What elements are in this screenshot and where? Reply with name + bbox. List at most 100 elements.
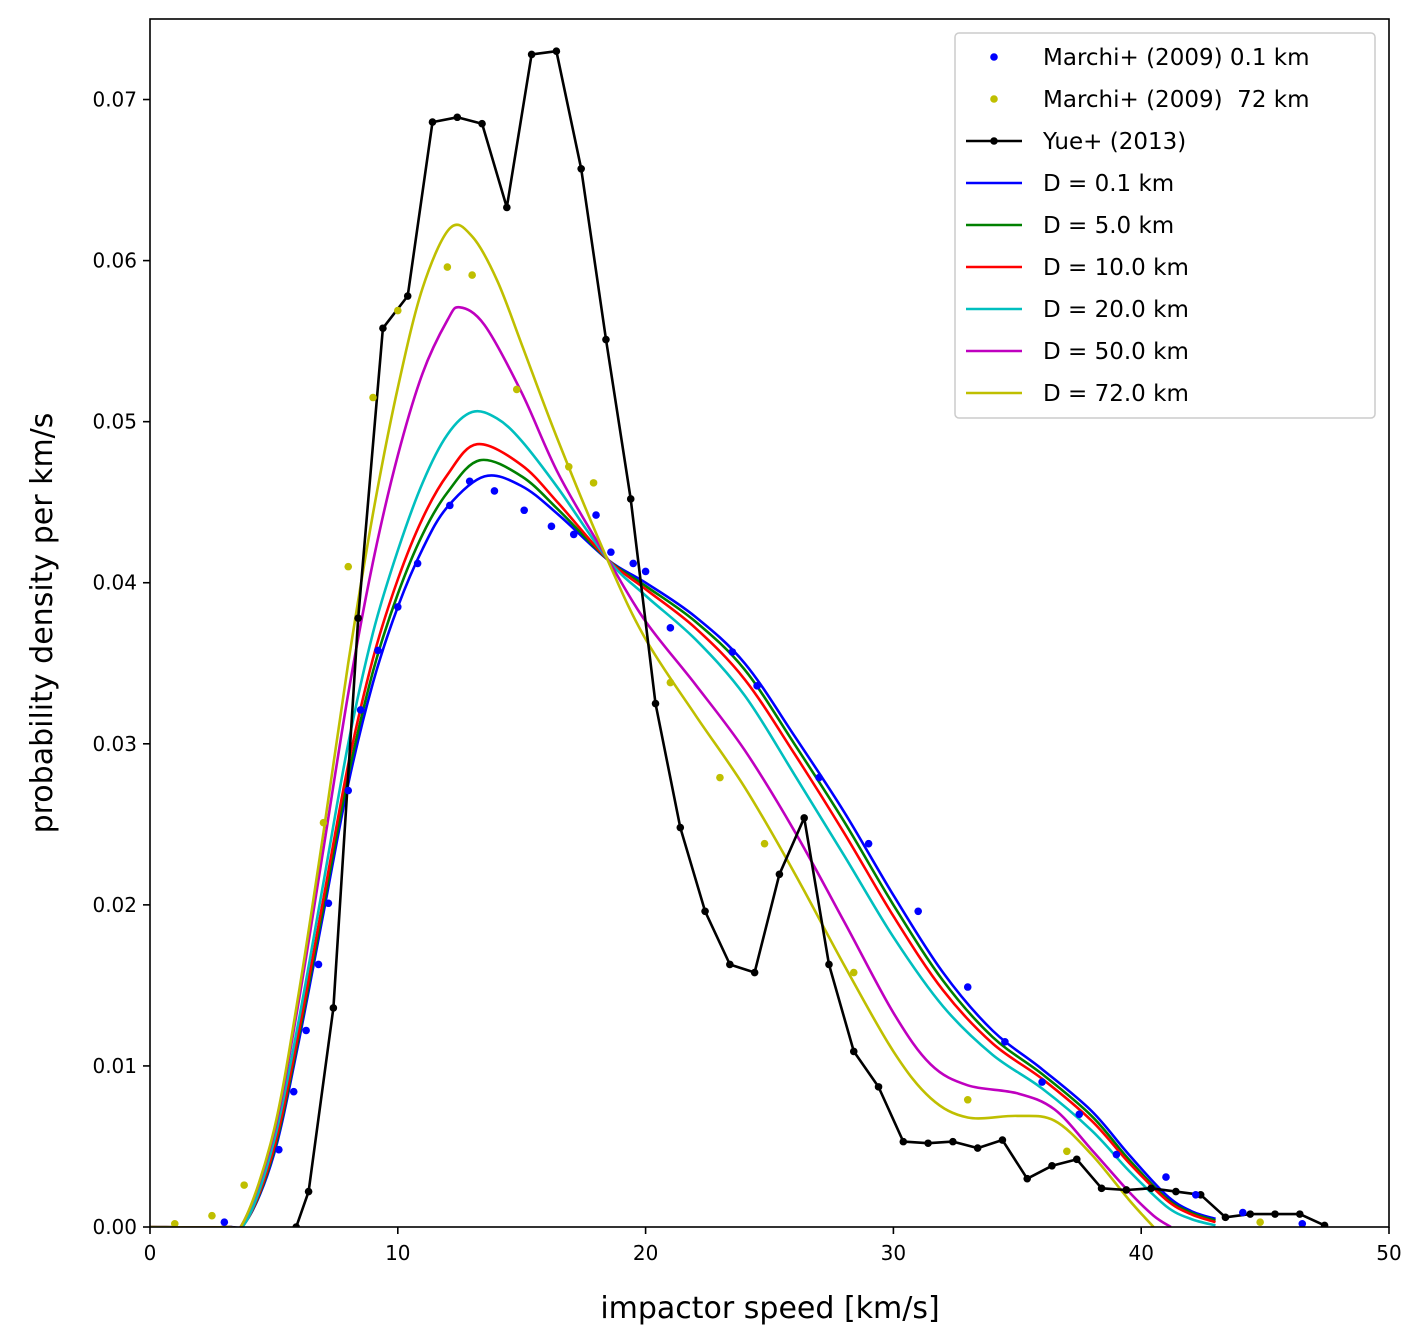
data-point bbox=[716, 773, 724, 782]
y-tick-label: 0.05 bbox=[92, 410, 137, 434]
data-point bbox=[760, 839, 769, 848]
y-tick-label: 0.04 bbox=[92, 571, 137, 595]
data-point bbox=[302, 1026, 310, 1035]
data-point bbox=[1246, 1210, 1255, 1218]
data-point bbox=[726, 960, 734, 969]
data-point bbox=[666, 678, 675, 687]
x-tick-label: 40 bbox=[1128, 1241, 1153, 1265]
data-point bbox=[1256, 1218, 1264, 1226]
data-point bbox=[1172, 1187, 1180, 1196]
legend-label: D = 20.0 km bbox=[1043, 297, 1189, 323]
data-point bbox=[1023, 1174, 1032, 1183]
x-tick-label: 50 bbox=[1376, 1241, 1401, 1265]
data-point bbox=[503, 203, 511, 212]
data-point bbox=[728, 648, 737, 656]
data-point bbox=[1320, 1221, 1329, 1227]
data-point bbox=[800, 814, 808, 822]
data-point bbox=[527, 50, 536, 59]
y-axis-label: probability density per km/s bbox=[25, 413, 60, 834]
data-point bbox=[629, 559, 638, 568]
data-point bbox=[374, 646, 382, 655]
data-point bbox=[403, 292, 412, 300]
data-point bbox=[666, 624, 675, 632]
data-point bbox=[1001, 1037, 1009, 1046]
data-point bbox=[552, 47, 561, 56]
legend-entry: D = 72.0 km bbox=[966, 381, 1189, 407]
series-d-50-0-km bbox=[150, 305, 1172, 1227]
legend-entry: D = 5.0 km bbox=[966, 213, 1174, 239]
data-point bbox=[465, 477, 474, 486]
data-point bbox=[292, 1223, 301, 1227]
data-point bbox=[864, 839, 873, 848]
legend-entry: D = 10.0 km bbox=[966, 255, 1189, 281]
data-point bbox=[1271, 1210, 1279, 1218]
x-axis-label: impactor speed [km/s] bbox=[600, 1291, 939, 1326]
legend-marker bbox=[990, 137, 998, 145]
x-tick-label: 0 bbox=[144, 1241, 157, 1265]
data-point bbox=[1147, 1184, 1155, 1193]
legend-entry: Marchi+ (2009) 0.1 km bbox=[990, 45, 1310, 71]
data-point bbox=[344, 786, 353, 795]
legend-entry: D = 0.1 km bbox=[966, 171, 1174, 197]
data-point bbox=[815, 773, 823, 782]
legend-entry: Marchi+ (2009) 72 km bbox=[990, 87, 1310, 113]
data-point bbox=[775, 870, 784, 879]
data-point bbox=[1072, 1155, 1081, 1164]
data-point bbox=[589, 479, 598, 487]
data-point bbox=[520, 506, 528, 515]
x-tick-label: 10 bbox=[385, 1241, 410, 1265]
data-point bbox=[1075, 1110, 1084, 1119]
legend-box bbox=[954, 32, 1376, 419]
legend-entry: D = 20.0 km bbox=[966, 297, 1189, 323]
y-tick-label: 0.07 bbox=[92, 88, 137, 112]
data-point bbox=[379, 324, 387, 333]
data-point bbox=[849, 968, 858, 977]
data-point bbox=[753, 682, 761, 690]
data-point bbox=[1063, 1147, 1071, 1156]
data-point bbox=[1097, 1184, 1106, 1193]
series-line bbox=[150, 223, 1155, 1227]
data-point bbox=[453, 113, 462, 122]
data-point bbox=[468, 271, 476, 279]
data-point bbox=[849, 1047, 858, 1056]
data-point bbox=[1295, 1210, 1304, 1218]
data-point bbox=[490, 487, 499, 495]
x-axis: 0 10 20 30 40 50 bbox=[144, 1227, 1402, 1265]
y-tick-label: 0.03 bbox=[92, 732, 137, 756]
legend-label: D = 0.1 km bbox=[1043, 171, 1174, 197]
series-marchi-2009-72-km bbox=[170, 263, 1264, 1227]
legend-marker bbox=[990, 53, 998, 61]
data-point bbox=[1122, 1186, 1131, 1194]
data-point bbox=[949, 1137, 957, 1146]
legend-marker bbox=[990, 95, 998, 103]
data-point bbox=[963, 983, 972, 991]
data-point bbox=[170, 1219, 179, 1227]
x-tick-label: 20 bbox=[633, 1241, 658, 1265]
data-point bbox=[220, 1218, 229, 1226]
data-point bbox=[569, 530, 578, 539]
legend-label: Marchi+ (2009) 72 km bbox=[1043, 87, 1310, 113]
legend-label: D = 5.0 km bbox=[1043, 213, 1174, 239]
data-point bbox=[512, 385, 521, 394]
data-point bbox=[240, 1181, 248, 1189]
x-tick-label: 30 bbox=[881, 1241, 906, 1265]
legend: Marchi+ (2009) 0.1 km Marchi+ (2009) 72 k… bbox=[954, 32, 1376, 419]
data-point bbox=[1048, 1161, 1056, 1170]
data-point bbox=[899, 1137, 908, 1146]
data-point bbox=[478, 119, 486, 128]
data-point bbox=[874, 1083, 883, 1091]
y-tick-label: 0.02 bbox=[92, 893, 137, 917]
data-point bbox=[701, 907, 709, 916]
series-line bbox=[150, 305, 1172, 1227]
data-point bbox=[1221, 1213, 1230, 1222]
data-point bbox=[626, 495, 635, 503]
y-tick-label: 0.01 bbox=[92, 1054, 137, 1078]
data-point bbox=[564, 462, 573, 471]
data-point bbox=[1298, 1219, 1307, 1227]
data-point bbox=[369, 393, 377, 402]
legend-label: D = 10.0 km bbox=[1043, 255, 1189, 281]
data-point bbox=[428, 118, 437, 126]
data-point bbox=[963, 1095, 972, 1104]
data-point bbox=[443, 263, 452, 271]
data-point bbox=[914, 907, 922, 916]
